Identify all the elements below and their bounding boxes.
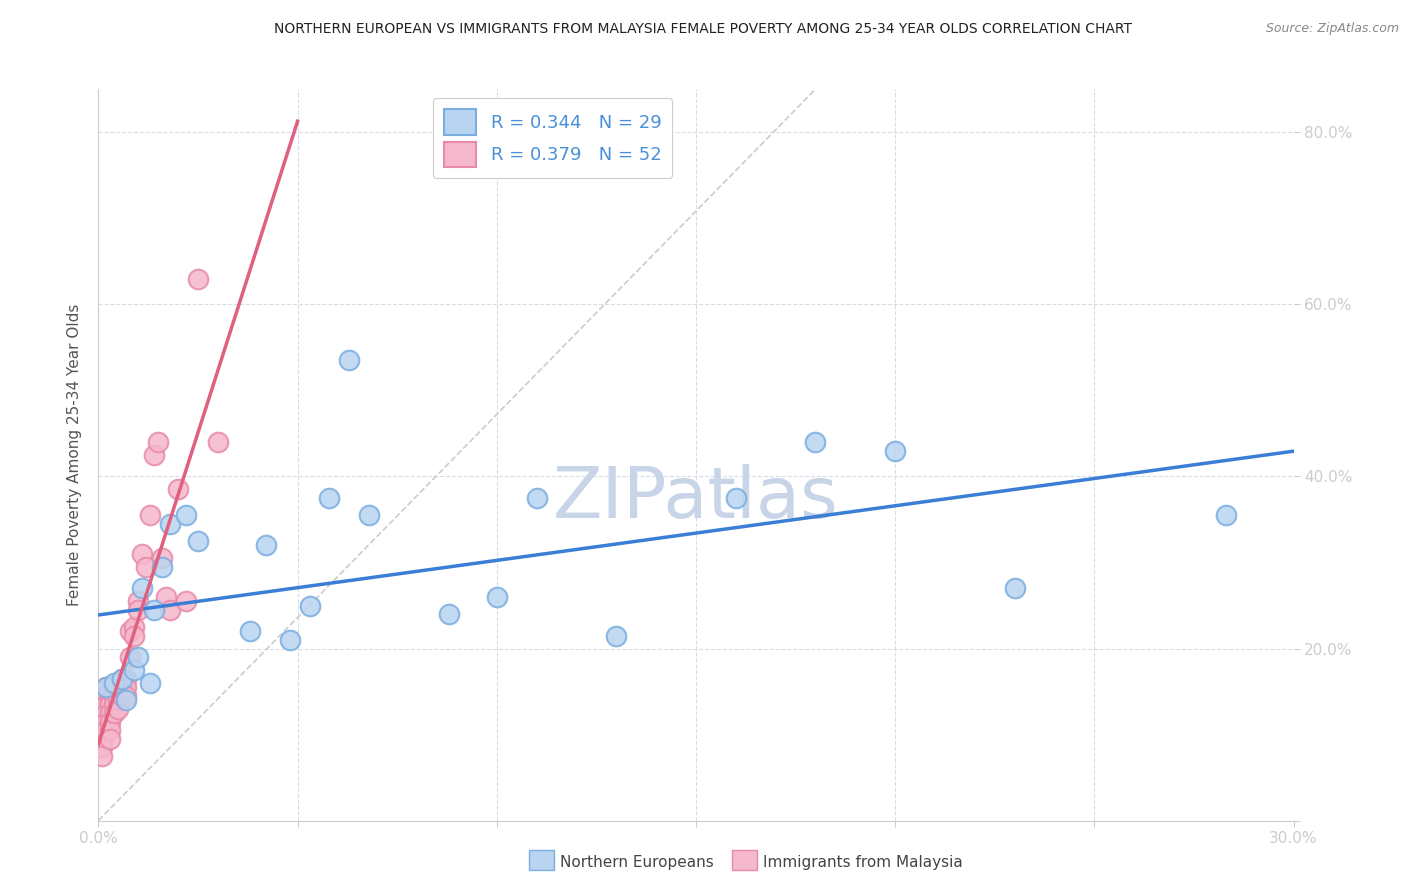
Point <box>1004 582 1026 596</box>
Point <box>278 632 301 647</box>
Point <box>120 624 142 639</box>
Point <box>111 672 134 686</box>
Point <box>143 448 166 462</box>
Point <box>150 559 173 574</box>
Point <box>98 698 122 712</box>
Point <box>115 680 138 694</box>
Point <box>339 353 360 368</box>
Point <box>120 650 142 665</box>
Point <box>605 629 627 643</box>
Point <box>127 603 149 617</box>
Point <box>91 714 114 729</box>
Point <box>111 689 134 703</box>
Point <box>111 680 134 694</box>
Point <box>159 603 181 617</box>
Point <box>91 698 114 712</box>
Point <box>124 663 146 677</box>
Text: ZIPatlas: ZIPatlas <box>553 465 839 533</box>
Point <box>127 594 149 608</box>
Point <box>98 714 122 729</box>
Point <box>485 590 508 604</box>
Point <box>103 698 125 712</box>
Point <box>96 689 118 703</box>
Point <box>98 706 122 720</box>
Point <box>207 435 229 450</box>
Point <box>150 551 173 566</box>
Point <box>91 740 114 755</box>
Point <box>131 582 153 596</box>
Text: Immigrants from Malaysia: Immigrants from Malaysia <box>762 855 963 870</box>
Point <box>103 680 125 694</box>
Point <box>124 620 146 634</box>
Point <box>135 559 157 574</box>
Point <box>724 491 747 505</box>
Point <box>167 483 190 497</box>
Point <box>1215 508 1237 523</box>
Point <box>174 594 197 608</box>
Point <box>298 599 321 613</box>
Point <box>107 684 129 698</box>
Point <box>96 680 118 694</box>
Text: Source: ZipAtlas.com: Source: ZipAtlas.com <box>1265 22 1399 36</box>
Point <box>107 693 129 707</box>
Point <box>187 271 209 285</box>
Point <box>139 676 162 690</box>
Point <box>103 706 125 720</box>
Point <box>98 693 122 707</box>
Point <box>107 702 129 716</box>
Point <box>91 749 114 764</box>
Point <box>111 672 134 686</box>
Point <box>96 680 118 694</box>
Point <box>98 731 122 746</box>
Point <box>91 706 114 720</box>
Point <box>115 693 138 707</box>
Point <box>96 723 118 738</box>
Point <box>884 443 907 458</box>
Point <box>148 435 170 450</box>
Point <box>103 676 125 690</box>
Point <box>124 629 146 643</box>
Y-axis label: Female Poverty Among 25-34 Year Olds: Female Poverty Among 25-34 Year Olds <box>66 304 82 606</box>
Point <box>254 538 277 552</box>
Point <box>115 689 138 703</box>
Point <box>174 508 197 523</box>
Point <box>139 508 162 523</box>
Point <box>187 533 209 548</box>
Point <box>91 723 114 738</box>
Point <box>318 491 340 505</box>
Point <box>91 693 114 707</box>
Point <box>91 731 114 746</box>
Point <box>103 689 125 703</box>
Point <box>96 698 118 712</box>
Point <box>155 590 177 604</box>
Point <box>98 723 122 738</box>
Point <box>115 672 138 686</box>
Point <box>159 516 181 531</box>
Point <box>239 624 262 639</box>
Point <box>96 714 118 729</box>
Legend: R = 0.344   N = 29, R = 0.379   N = 52: R = 0.344 N = 29, R = 0.379 N = 52 <box>433 98 672 178</box>
Point <box>107 676 129 690</box>
Point <box>359 508 381 523</box>
Point <box>131 547 153 561</box>
Point <box>127 650 149 665</box>
Text: NORTHERN EUROPEAN VS IMMIGRANTS FROM MALAYSIA FEMALE POVERTY AMONG 25-34 YEAR OL: NORTHERN EUROPEAN VS IMMIGRANTS FROM MAL… <box>274 22 1132 37</box>
Point <box>526 491 548 505</box>
Point <box>143 603 166 617</box>
Point <box>96 706 118 720</box>
Text: Northern Europeans: Northern Europeans <box>560 855 713 870</box>
Point <box>804 435 827 450</box>
Point <box>437 607 460 621</box>
